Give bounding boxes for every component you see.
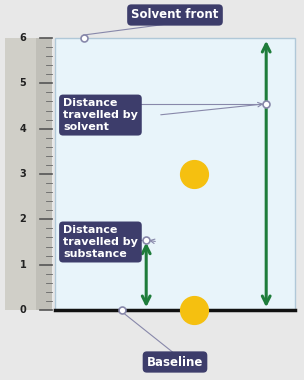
Text: 5: 5	[20, 78, 26, 88]
Text: 4: 4	[20, 124, 26, 134]
Text: 2: 2	[20, 214, 26, 224]
Text: 6: 6	[20, 33, 26, 43]
FancyBboxPatch shape	[36, 38, 52, 310]
FancyBboxPatch shape	[55, 38, 295, 310]
Text: Distance
travelled by
solvent: Distance travelled by solvent	[63, 98, 138, 131]
Text: 3: 3	[20, 169, 26, 179]
Text: Baseline: Baseline	[147, 356, 203, 369]
Text: Distance
travelled by
substance: Distance travelled by substance	[63, 225, 138, 259]
FancyBboxPatch shape	[5, 38, 52, 310]
Text: 1: 1	[20, 260, 26, 270]
Text: 0: 0	[20, 305, 26, 315]
Text: Solvent front: Solvent front	[131, 8, 219, 22]
